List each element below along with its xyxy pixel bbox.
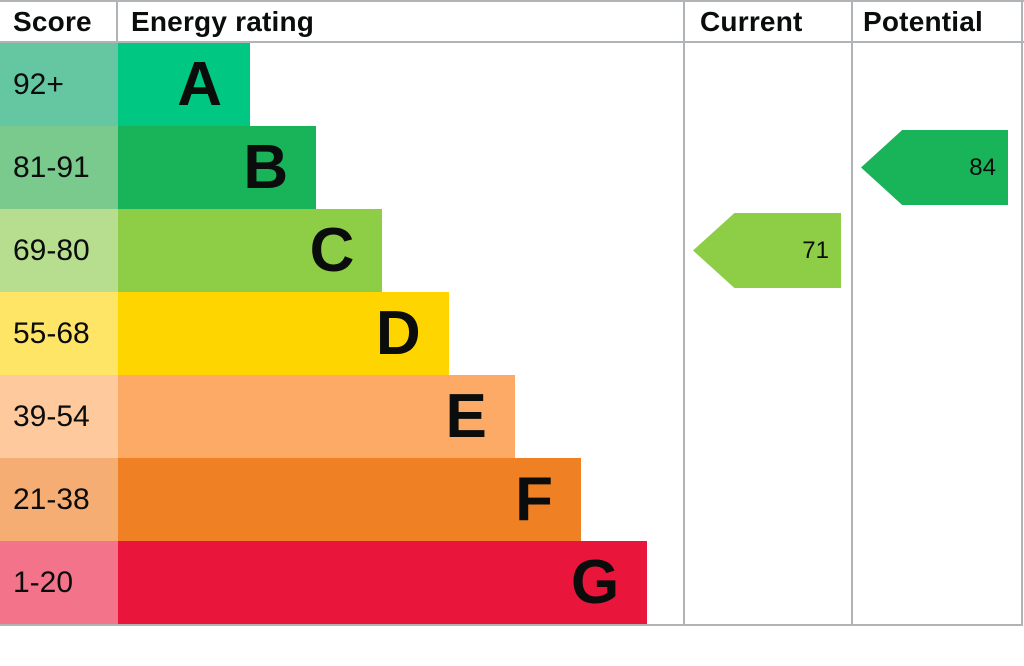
score-header: Score	[0, 2, 118, 41]
band-row-c: 69-80 C	[0, 209, 1024, 292]
current-column-divider	[683, 0, 685, 626]
rating-bar: G	[118, 541, 648, 624]
rating-bar: A	[118, 43, 250, 126]
band-row-d: 55-68 D	[0, 292, 1024, 375]
band-row-e: 39-54 E	[0, 375, 1024, 458]
rating-bar: B	[118, 126, 317, 209]
band-row-f: 21-38 F	[0, 458, 1024, 541]
score-cell: 39-54	[0, 375, 118, 458]
potential-column-divider	[851, 0, 853, 626]
score-cell: 92+	[0, 43, 118, 126]
potential-header: Potential	[863, 5, 984, 37]
band-row-b: 81-91 B	[0, 126, 1024, 209]
band-letter: C	[309, 215, 355, 285]
current-value: 71	[802, 236, 829, 264]
band-rows: 92+ A 81-91 B 69-80 C 55-68 D 39-54	[0, 43, 1024, 624]
rating-bar: F	[118, 458, 581, 541]
rating-bar: D	[118, 292, 449, 375]
band-letter: F	[515, 464, 553, 534]
score-cell: 81-91	[0, 126, 118, 209]
rating-bar: C	[118, 209, 383, 292]
bottom-border	[0, 624, 1023, 626]
band-letter: E	[445, 381, 487, 451]
band-row-a: 92+ A	[0, 43, 1024, 126]
band-row-g: 1-20 G	[0, 541, 1024, 624]
rating-bar: E	[118, 375, 515, 458]
band-letter: B	[243, 132, 289, 202]
band-letter: D	[375, 298, 421, 368]
band-letter: A	[177, 49, 222, 119]
score-cell: 1-20	[0, 541, 118, 624]
band-letter: G	[570, 547, 620, 617]
score-cell: 21-38	[0, 458, 118, 541]
right-border	[1021, 0, 1023, 626]
score-cell: 69-80	[0, 209, 118, 292]
energy-rating-header: Energy rating	[131, 5, 315, 37]
current-header: Current	[700, 5, 803, 37]
potential-value: 84	[969, 153, 996, 181]
header-row: Score Energy rating Current Potential	[0, 0, 1024, 43]
score-cell: 55-68	[0, 292, 118, 375]
